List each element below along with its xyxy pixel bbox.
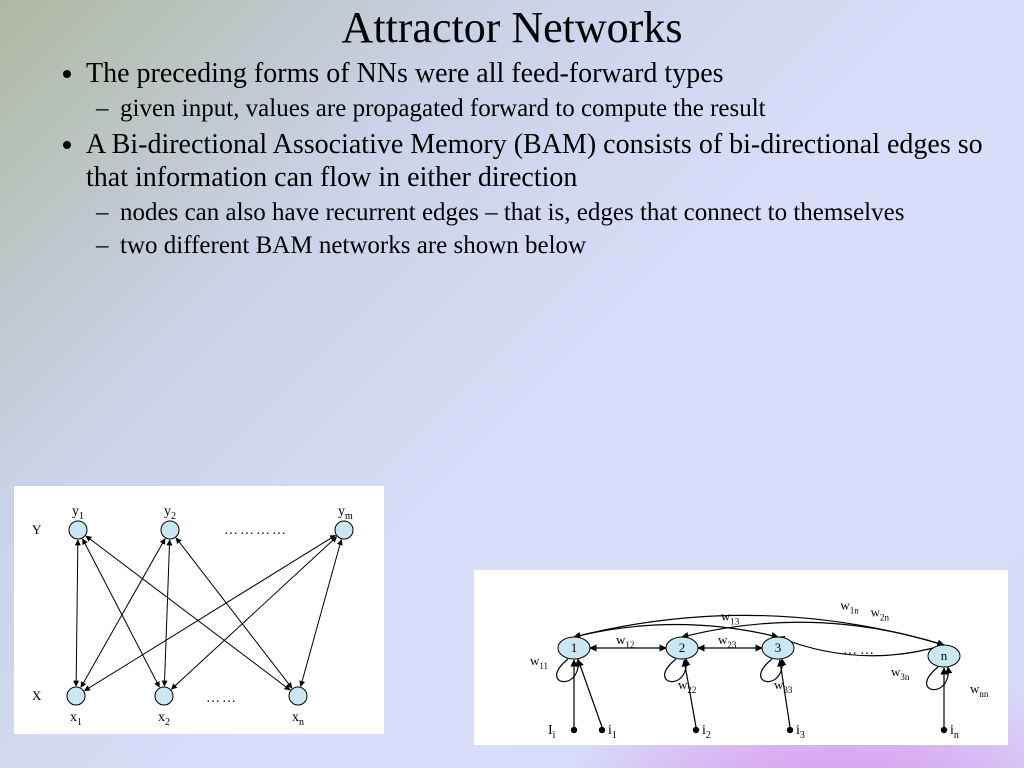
bullet-2-sub: nodes can also have recurrent edges – th… bbox=[86, 198, 984, 261]
bullet-1-text: The preceding forms of NNs were all feed… bbox=[86, 58, 724, 89]
svg-text:Y: Y bbox=[32, 522, 42, 537]
bullet-2-sub-1: nodes can also have recurrent edges – th… bbox=[120, 198, 984, 228]
svg-text:1: 1 bbox=[571, 640, 578, 655]
svg-text:x2: x2 bbox=[158, 710, 170, 728]
svg-text:i3: i3 bbox=[796, 723, 805, 741]
svg-text:ym: ym bbox=[338, 504, 353, 522]
bullet-2: A Bi-directional Associative Memory (BAM… bbox=[86, 128, 984, 261]
svg-text:y2: y2 bbox=[164, 504, 176, 522]
svg-text:in: in bbox=[950, 723, 959, 741]
svg-text:x1: x1 bbox=[70, 710, 82, 728]
bullet-2-sub-2: two different BAM networks are shown bel… bbox=[120, 231, 984, 261]
diagrams-region: y1y2ymx1x2xnYX……………… w13w1nw2nw3nw12w23w… bbox=[0, 478, 1024, 768]
svg-text:w2n: w2n bbox=[871, 605, 890, 623]
svg-text:w11: w11 bbox=[530, 653, 548, 671]
svg-text:xn: xn bbox=[292, 710, 304, 728]
svg-text:X: X bbox=[32, 688, 42, 703]
svg-text:w3n: w3n bbox=[891, 664, 910, 682]
svg-text:……: …… bbox=[206, 691, 238, 706]
svg-text:2: 2 bbox=[679, 640, 686, 655]
svg-text:y1: y1 bbox=[72, 504, 84, 522]
svg-text:n: n bbox=[941, 648, 948, 663]
bam-recurrent-svg: w13w1nw2nw3nw12w23w11w22w33wnnIii1i2i3in… bbox=[474, 570, 1008, 745]
page-title: Attractor Networks bbox=[0, 0, 1024, 53]
bam-bipartite-diagram: y1y2ymx1x2xnYX……………… bbox=[14, 486, 384, 734]
bullet-1-sub-1: given input, values are propagated forwa… bbox=[120, 94, 984, 124]
svg-text:w23: w23 bbox=[718, 632, 737, 650]
svg-text:w1n: w1n bbox=[840, 598, 859, 616]
svg-text:Ii: Ii bbox=[548, 723, 556, 741]
bullet-1-sub: given input, values are propagated forwa… bbox=[86, 94, 984, 124]
svg-text:……: …… bbox=[843, 643, 877, 658]
svg-text:3: 3 bbox=[775, 640, 782, 655]
svg-text:…………: ………… bbox=[224, 523, 288, 538]
bullet-1: The preceding forms of NNs were all feed… bbox=[86, 57, 984, 124]
bullet-list: The preceding forms of NNs were all feed… bbox=[0, 57, 1024, 261]
svg-text:i1: i1 bbox=[608, 723, 617, 741]
bullet-2-text: A Bi-directional Associative Memory (BAM… bbox=[86, 129, 983, 193]
svg-text:i2: i2 bbox=[702, 723, 711, 741]
svg-text:wnn: wnn bbox=[970, 681, 989, 699]
bam-recurrent-diagram: w13w1nw2nw3nw12w23w11w22w33wnnIii1i2i3in… bbox=[474, 570, 1008, 745]
svg-text:w12: w12 bbox=[616, 632, 634, 650]
bam-bipartite-svg: y1y2ymx1x2xnYX……………… bbox=[14, 486, 384, 734]
svg-text:w13: w13 bbox=[721, 609, 740, 627]
